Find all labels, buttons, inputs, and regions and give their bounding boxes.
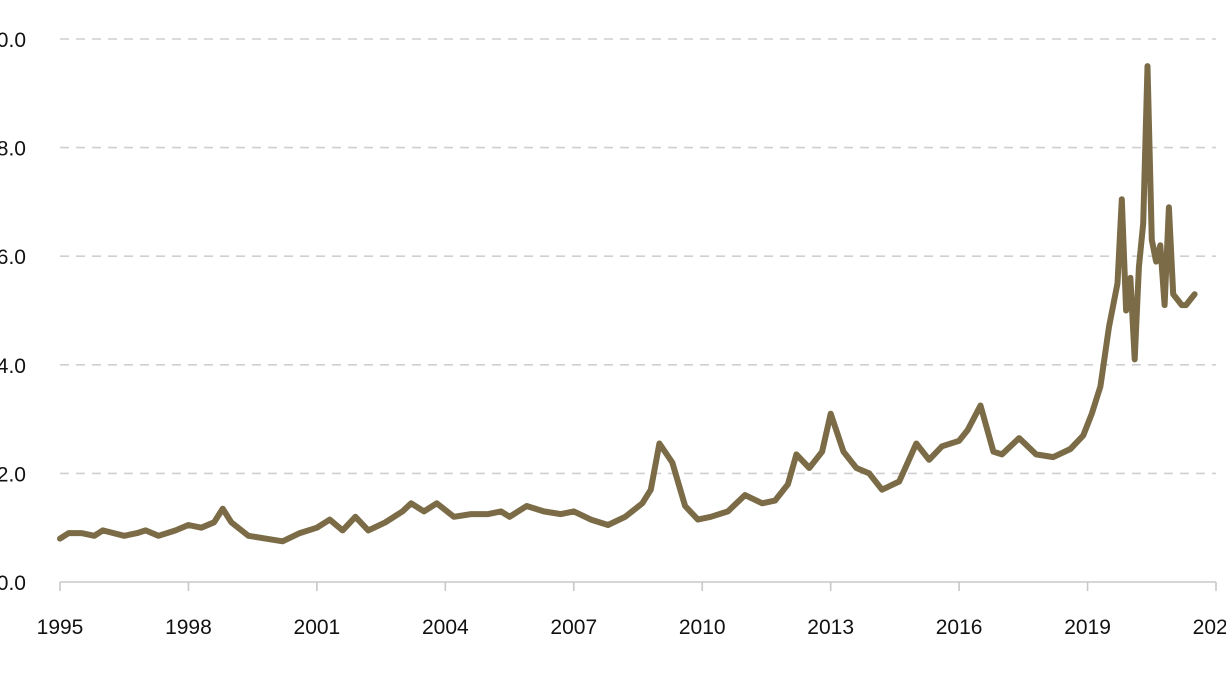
y-tick-label: 2.0 — [0, 463, 26, 486]
x-tick-label: 2019 — [1064, 616, 1111, 639]
y-tick-label: 0.0 — [0, 572, 26, 595]
y-tick-label: 10.0 — [0, 29, 26, 52]
x-tick-label: 2004 — [422, 616, 469, 639]
grid-lines — [60, 38, 1216, 475]
x-axis-ticks: 1995 1998 2001 2004 2007 2010 2013 2016 2019 2022 — [37, 582, 1226, 639]
y-tick-label: 4.0 — [0, 355, 26, 378]
x-tick-label: 2016 — [936, 616, 983, 639]
x-tick-label: 2022 — [1193, 616, 1226, 639]
x-tick-label: 2007 — [550, 616, 597, 639]
y-axis-ticks: 0.0 2.0 4.0 6.0 8.0 10.0 — [0, 29, 26, 595]
series-group — [57, 63, 1198, 545]
x-tick-label: 2013 — [807, 616, 854, 639]
x-tick-label: 1998 — [165, 616, 212, 639]
x-tick-label: 2010 — [679, 616, 726, 639]
y-tick-label: 8.0 — [0, 138, 26, 161]
series-line — [57, 63, 1198, 545]
x-tick-label: 2001 — [294, 616, 341, 639]
y-tick-label: 6.0 — [0, 246, 26, 269]
x-tick-label: 1995 — [37, 616, 84, 639]
